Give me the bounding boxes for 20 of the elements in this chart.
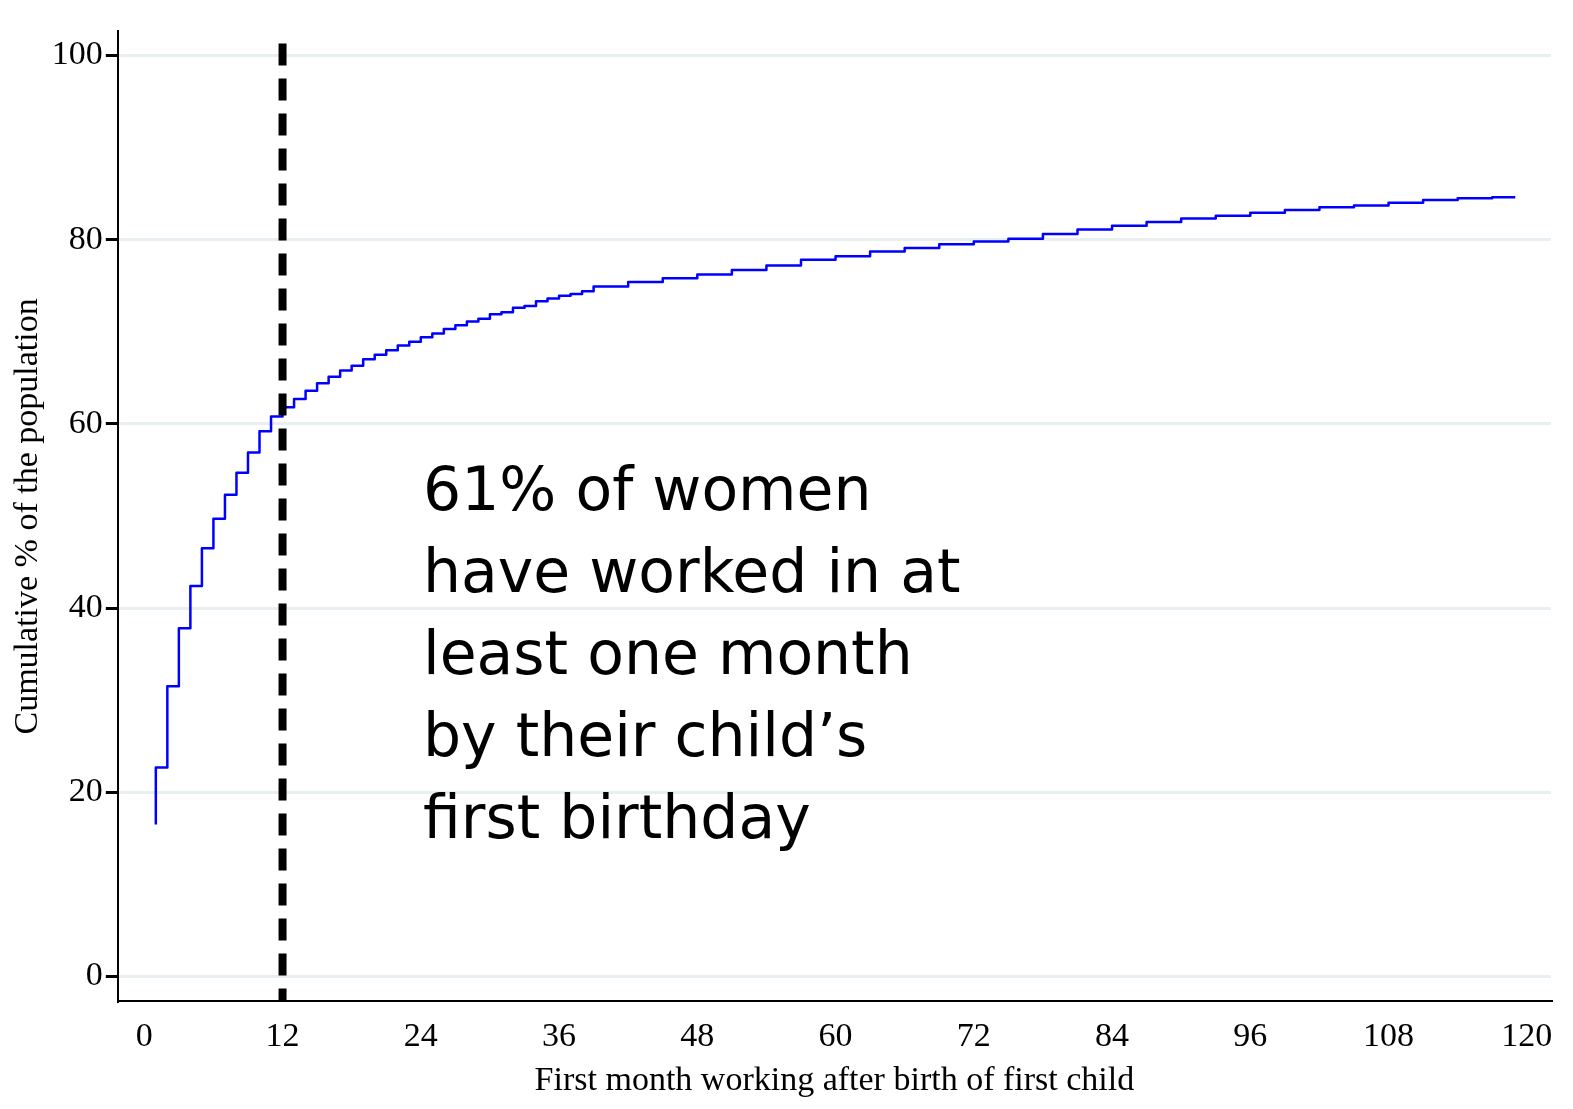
y-tick-label: 60: [68, 402, 103, 440]
x-axis-title: First month working after birth of first child: [534, 1059, 1135, 1097]
x-tick-label: 48: [680, 1015, 715, 1053]
x-tick-label: 24: [403, 1015, 438, 1053]
y-tick-label: 80: [68, 218, 103, 256]
x-tick-label: 0: [135, 1015, 153, 1053]
x-tick-label: 108: [1363, 1015, 1415, 1053]
y-tick-label: 40: [68, 586, 103, 624]
x-tick-label: 72: [956, 1015, 991, 1053]
x-tick-label: 36: [542, 1015, 577, 1053]
x-tick-label: 120: [1501, 1015, 1553, 1053]
y-tick-label: 100: [51, 34, 103, 72]
x-tick-label: 12: [265, 1015, 300, 1053]
x-tick-label: 60: [818, 1015, 853, 1053]
annotation: 61% of women have worked in at least one month by their child’s first birthday: [423, 453, 962, 854]
y-tick-label: 20: [68, 771, 103, 809]
y-tick-label: 0: [85, 955, 103, 993]
y-axis-title: Cumulative % of the population: [7, 298, 45, 735]
x-tick-label: 96: [1233, 1015, 1268, 1053]
x-tick-label: 84: [1095, 1015, 1130, 1053]
